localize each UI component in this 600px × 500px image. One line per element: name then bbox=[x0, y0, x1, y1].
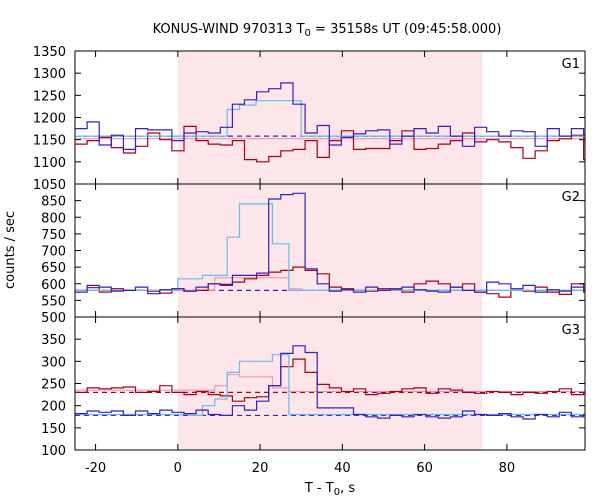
x-tick-label: -20 bbox=[85, 461, 106, 476]
chart-title: KONUS-WIND 970313 T0 = 35158s UT (09:45:… bbox=[153, 22, 502, 39]
y-tick-label: 1200 bbox=[33, 112, 66, 127]
panel-plot-area bbox=[75, 192, 585, 298]
y-tick-label: 1150 bbox=[33, 134, 66, 149]
panel-g1: 1050 1100 1150 1200 1250 1300 1350 G1 bbox=[33, 45, 586, 193]
panel-label: G3 bbox=[562, 323, 580, 338]
series-cyan bbox=[75, 100, 585, 137]
series-blue bbox=[75, 192, 585, 295]
y-tick-label: 1250 bbox=[33, 89, 66, 104]
y-tick-label: 1300 bbox=[33, 67, 66, 82]
y-tick-label: 1050 bbox=[33, 178, 66, 193]
y-tick-label: 1350 bbox=[33, 45, 66, 60]
x-tick-label: 40 bbox=[334, 461, 351, 476]
x-tick-label: 60 bbox=[416, 461, 433, 476]
x-axis-label-subscript: 0 bbox=[334, 487, 340, 498]
x-tick-label: 20 bbox=[252, 461, 269, 476]
panel-g3: 100 150 200 250 300 350 G3 bbox=[41, 316, 586, 459]
series-blue bbox=[75, 345, 585, 420]
panel-label: G1 bbox=[562, 57, 580, 72]
chart-title-subscript: 0 bbox=[305, 28, 311, 39]
chart-title-rest: = 35158s UT (09:45:58.000) bbox=[311, 22, 501, 37]
shaded-interval bbox=[177, 51, 483, 184]
shaded-interval bbox=[177, 184, 483, 317]
panels-layer: 1050110011501200125013001350G15005506006… bbox=[33, 45, 586, 476]
y-tick-label: 500 bbox=[41, 311, 66, 326]
y-tick-label: 650 bbox=[41, 261, 66, 276]
y-tick-label: 700 bbox=[41, 245, 66, 260]
chart-title-main: KONUS-WIND 970313 T bbox=[153, 22, 305, 37]
shaded-interval bbox=[177, 317, 483, 450]
y-tick-label: 300 bbox=[41, 355, 66, 370]
x-tick-label: 0 bbox=[174, 461, 182, 476]
y-tick-label: 200 bbox=[41, 400, 66, 415]
x-axis-label-rest: , s bbox=[340, 481, 355, 496]
panel-plot-area bbox=[75, 82, 585, 163]
series-red bbox=[75, 358, 585, 402]
series-cyan bbox=[75, 203, 585, 291]
series-blue bbox=[75, 82, 585, 150]
y-axis-label: counts / sec bbox=[3, 211, 18, 289]
y-tick-label: 550 bbox=[41, 294, 66, 309]
y-tick-label: 800 bbox=[41, 211, 66, 226]
x-axis-label: T - T0, s bbox=[304, 481, 355, 498]
y-tick-label: 100 bbox=[41, 444, 66, 459]
y-tick-label: 150 bbox=[41, 422, 66, 437]
x-tick-label: 80 bbox=[499, 461, 516, 476]
y-tick-label: 1100 bbox=[33, 156, 66, 171]
y-tick-label: 850 bbox=[41, 195, 66, 210]
y-tick-label: 350 bbox=[41, 333, 66, 348]
y-tick-label: 250 bbox=[41, 378, 66, 393]
y-tick-label: 600 bbox=[41, 278, 66, 293]
panel-plot-area bbox=[75, 345, 585, 420]
panel-label: G2 bbox=[562, 190, 580, 205]
y-tick-label: 750 bbox=[41, 228, 66, 243]
x-axis-label-main: T - T bbox=[304, 481, 334, 496]
